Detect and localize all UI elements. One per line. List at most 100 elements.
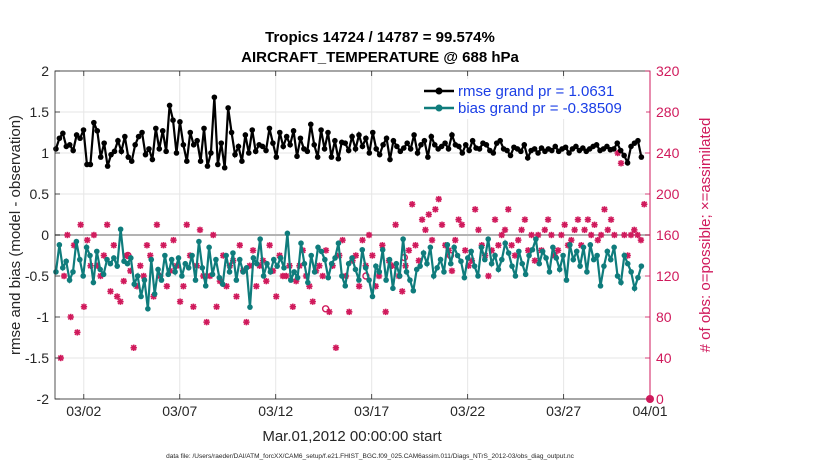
series-point — [239, 158, 245, 164]
series-point — [407, 146, 414, 152]
series-point — [421, 137, 428, 144]
series-point — [366, 150, 373, 156]
series-point — [533, 236, 539, 242]
series-point — [97, 154, 104, 160]
series-point — [404, 140, 411, 146]
series-point — [362, 265, 369, 271]
obs-point — [80, 303, 88, 310]
series-point — [556, 266, 563, 273]
y2-tick-label: 320 — [656, 63, 680, 79]
series-point — [618, 279, 624, 286]
series-point — [77, 135, 83, 142]
obs-point — [369, 252, 376, 259]
series-point — [232, 151, 238, 158]
series-point — [635, 274, 641, 281]
obs-point — [405, 247, 413, 254]
obs-point — [475, 226, 482, 234]
obs-point — [554, 247, 562, 254]
series-point — [318, 127, 324, 133]
y2-axis-label: # of obs: o=possible; ×=assimilated — [697, 118, 714, 353]
y2-tick-label: 80 — [656, 309, 672, 325]
series-point — [87, 161, 94, 168]
obs-point — [316, 262, 323, 269]
series-point — [518, 148, 524, 155]
series-point — [170, 117, 176, 123]
y-tick-label: -0.5 — [25, 268, 49, 284]
obs-point — [170, 236, 177, 244]
series-point — [468, 248, 474, 255]
series-point — [531, 146, 538, 152]
obs-point — [77, 221, 84, 228]
series-point — [410, 287, 417, 294]
series-point — [153, 125, 159, 132]
x-tick-label: 04/01 — [632, 403, 667, 419]
series-point — [264, 260, 270, 267]
series-point — [80, 273, 86, 279]
series-point — [601, 263, 607, 269]
series-point — [221, 164, 228, 171]
series-point — [228, 129, 235, 136]
obs-point — [548, 231, 555, 239]
series-point — [570, 256, 577, 263]
y2-tick-label: 0 — [656, 391, 664, 407]
series-point — [194, 137, 200, 144]
series-point — [287, 142, 293, 148]
chart-subtitle: AIRCRAFT_TEMPERATURE @ 688 hPa — [241, 49, 519, 66]
series-point — [383, 277, 389, 283]
obs-point — [491, 216, 499, 223]
series-point — [393, 260, 400, 267]
data-file-footer: data file: /Users/raeder/DAI/ATM_forcXX/… — [166, 453, 575, 460]
series-point — [159, 128, 166, 134]
y2-tick-label: 120 — [656, 268, 680, 284]
series-point — [155, 266, 161, 273]
series-point — [352, 266, 359, 273]
obs-point — [591, 221, 598, 228]
y-tick-label: 1 — [41, 145, 49, 161]
series-point — [483, 142, 490, 148]
x-tick-label: 03/02 — [66, 403, 101, 419]
y-axis-left: -2 -1.5 -1 -0.5 0 0.5 1 1.5 2 — [25, 63, 60, 407]
obs-point — [455, 216, 462, 223]
series-point — [274, 263, 280, 269]
series-point — [184, 158, 190, 164]
series-point — [359, 143, 366, 150]
series-point — [614, 140, 621, 146]
series-point — [273, 154, 280, 160]
series-point — [387, 156, 393, 163]
obs-point — [505, 206, 512, 213]
obs-point — [359, 236, 366, 244]
series-point — [638, 263, 645, 269]
series-point — [257, 236, 263, 242]
series-point — [573, 248, 580, 255]
obs-point — [243, 318, 250, 326]
series-point — [567, 242, 573, 248]
obs-point — [611, 231, 618, 239]
series-point — [202, 283, 209, 289]
obs-point — [418, 216, 426, 223]
obs-point — [408, 201, 416, 208]
series-point — [76, 256, 83, 263]
series-point — [223, 252, 229, 259]
obs-point — [365, 231, 373, 239]
obs-point — [541, 226, 548, 234]
series-point — [240, 269, 246, 275]
series-point — [276, 129, 283, 136]
series-point — [294, 274, 301, 281]
series-point — [206, 244, 212, 251]
obs-point — [495, 242, 502, 249]
obs-point — [531, 257, 539, 264]
series-point — [158, 277, 165, 283]
series-point — [543, 255, 549, 261]
obs-point — [485, 272, 492, 280]
series-point — [366, 277, 372, 283]
series-point — [417, 263, 423, 269]
obs-point — [282, 272, 290, 280]
series-point — [219, 281, 226, 288]
series-point — [349, 133, 355, 140]
series-point — [478, 244, 485, 251]
series-point — [209, 271, 216, 278]
series-point — [101, 140, 107, 146]
series-point — [449, 132, 455, 138]
obs-point — [103, 221, 111, 228]
series-point — [566, 150, 572, 156]
